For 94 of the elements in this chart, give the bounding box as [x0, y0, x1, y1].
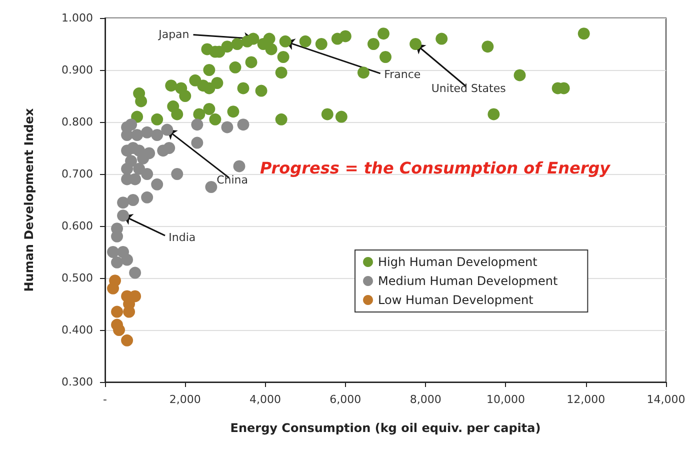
point	[482, 40, 494, 53]
x-tick-label: 6,000	[330, 393, 362, 406]
point	[221, 121, 234, 134]
point	[321, 108, 334, 120]
point	[125, 118, 138, 131]
annotation: Progress = the Consumption of Energy	[260, 158, 611, 178]
legend-label: Low Human Development	[378, 293, 534, 307]
annotation: Japan	[158, 28, 190, 42]
x-axis-title: Energy Consumption (kg oil equiv. per capita)	[230, 421, 541, 435]
point	[191, 118, 204, 131]
point	[211, 77, 224, 89]
y-tick-label: 0.500	[62, 272, 93, 284]
annotation: China	[216, 174, 248, 187]
y-tick-label: 0.300	[62, 376, 93, 388]
point	[514, 69, 526, 82]
y-tick-label: 0.800	[62, 116, 93, 128]
point	[209, 113, 222, 126]
point	[247, 32, 260, 45]
x-tick-label: 10,000	[486, 393, 525, 406]
point	[151, 178, 164, 190]
point	[165, 80, 178, 92]
point	[163, 142, 176, 154]
point	[171, 168, 184, 180]
point	[117, 196, 130, 209]
point	[229, 61, 242, 74]
point	[151, 113, 164, 126]
y-axis-title: Human Development Index	[22, 108, 36, 292]
point	[275, 113, 288, 126]
point	[339, 30, 352, 42]
point	[231, 38, 244, 50]
point	[335, 110, 348, 123]
x-tick-label: 2,000	[169, 393, 201, 406]
point	[203, 103, 216, 115]
point	[275, 66, 288, 79]
point	[357, 66, 370, 79]
point	[221, 40, 234, 53]
point	[279, 35, 292, 48]
point	[237, 82, 250, 94]
legend-label: High Human Development	[378, 255, 538, 269]
point	[380, 51, 392, 63]
point	[121, 334, 134, 346]
point	[233, 160, 246, 172]
point	[171, 108, 184, 120]
x-tick-label: 12,000	[566, 393, 606, 406]
point	[107, 282, 120, 294]
point	[237, 118, 250, 131]
point	[410, 38, 422, 50]
point	[131, 129, 144, 141]
y-tick-label: 0.900	[62, 64, 93, 76]
point	[263, 32, 276, 45]
point	[265, 43, 278, 56]
point	[131, 110, 144, 123]
point	[436, 32, 448, 45]
point	[141, 168, 154, 180]
point	[193, 108, 206, 120]
point	[299, 35, 312, 48]
point	[578, 28, 590, 40]
point	[191, 136, 204, 149]
x-tick-label: -	[103, 393, 108, 406]
point	[315, 38, 328, 50]
point	[179, 90, 192, 102]
point	[161, 124, 174, 136]
point	[367, 38, 380, 50]
x-tick-label: 8,000	[410, 393, 442, 406]
point	[141, 126, 154, 138]
point	[121, 254, 134, 266]
annotation: France	[384, 68, 421, 82]
point	[129, 266, 142, 279]
point	[203, 64, 216, 76]
x-tick-label: 4,000	[250, 393, 282, 406]
point	[227, 106, 240, 118]
annotation: India	[168, 230, 196, 244]
point	[113, 324, 126, 336]
point	[245, 56, 258, 68]
point	[117, 210, 130, 222]
y-tick-label: 0.700	[62, 168, 93, 180]
point	[121, 162, 134, 175]
x-tick-label: 14,000	[646, 393, 686, 406]
point	[141, 191, 154, 204]
point	[111, 256, 124, 268]
annotation: United States	[431, 82, 506, 96]
point	[277, 51, 290, 63]
y-tick-label: 1.000	[62, 12, 93, 24]
y-tick-label: 0.400	[62, 324, 93, 336]
legend-label: Medium Human Development	[378, 274, 558, 288]
point	[135, 95, 148, 108]
y-tick-label: 0.600	[62, 220, 93, 232]
point	[127, 194, 140, 206]
point	[378, 28, 390, 40]
point	[205, 181, 218, 193]
point	[255, 84, 268, 97]
point	[488, 108, 500, 120]
point	[111, 306, 124, 318]
point	[151, 129, 164, 141]
